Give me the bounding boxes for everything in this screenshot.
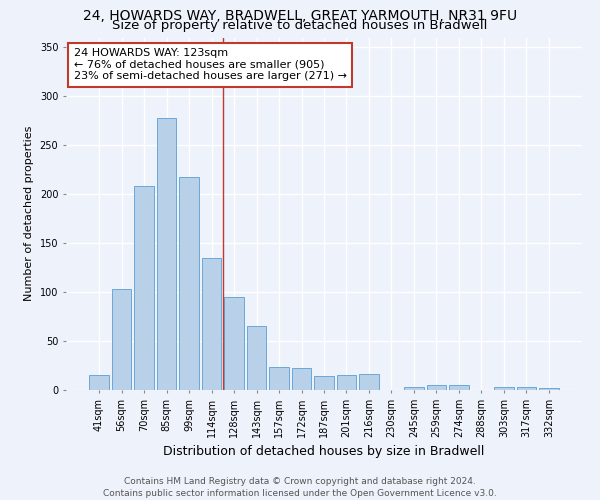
Bar [202,258,221,390]
X-axis label: Distribution of detached houses by size in Bradwell: Distribution of detached houses by size … [163,446,485,458]
Y-axis label: Number of detached properties: Number of detached properties [24,126,34,302]
Bar [224,297,244,390]
Bar [314,376,334,390]
Bar [134,186,154,390]
Bar [359,374,379,390]
Bar [269,366,289,390]
Bar [337,376,356,390]
Text: 24 HOWARDS WAY: 123sqm
← 76% of detached houses are smaller (905)
23% of semi-de: 24 HOWARDS WAY: 123sqm ← 76% of detached… [74,48,347,82]
Text: 24, HOWARDS WAY, BRADWELL, GREAT YARMOUTH, NR31 9FU: 24, HOWARDS WAY, BRADWELL, GREAT YARMOUT… [83,9,517,23]
Bar [89,376,109,390]
Text: Contains HM Land Registry data © Crown copyright and database right 2024.
Contai: Contains HM Land Registry data © Crown c… [103,476,497,498]
Text: Size of property relative to detached houses in Bradwell: Size of property relative to detached ho… [112,19,488,32]
Bar [494,387,514,390]
Bar [247,326,266,390]
Bar [179,176,199,390]
Bar [449,385,469,390]
Bar [427,385,446,390]
Bar [404,387,424,390]
Bar [539,388,559,390]
Bar [517,387,536,390]
Bar [112,289,131,390]
Bar [157,118,176,390]
Bar [292,368,311,390]
